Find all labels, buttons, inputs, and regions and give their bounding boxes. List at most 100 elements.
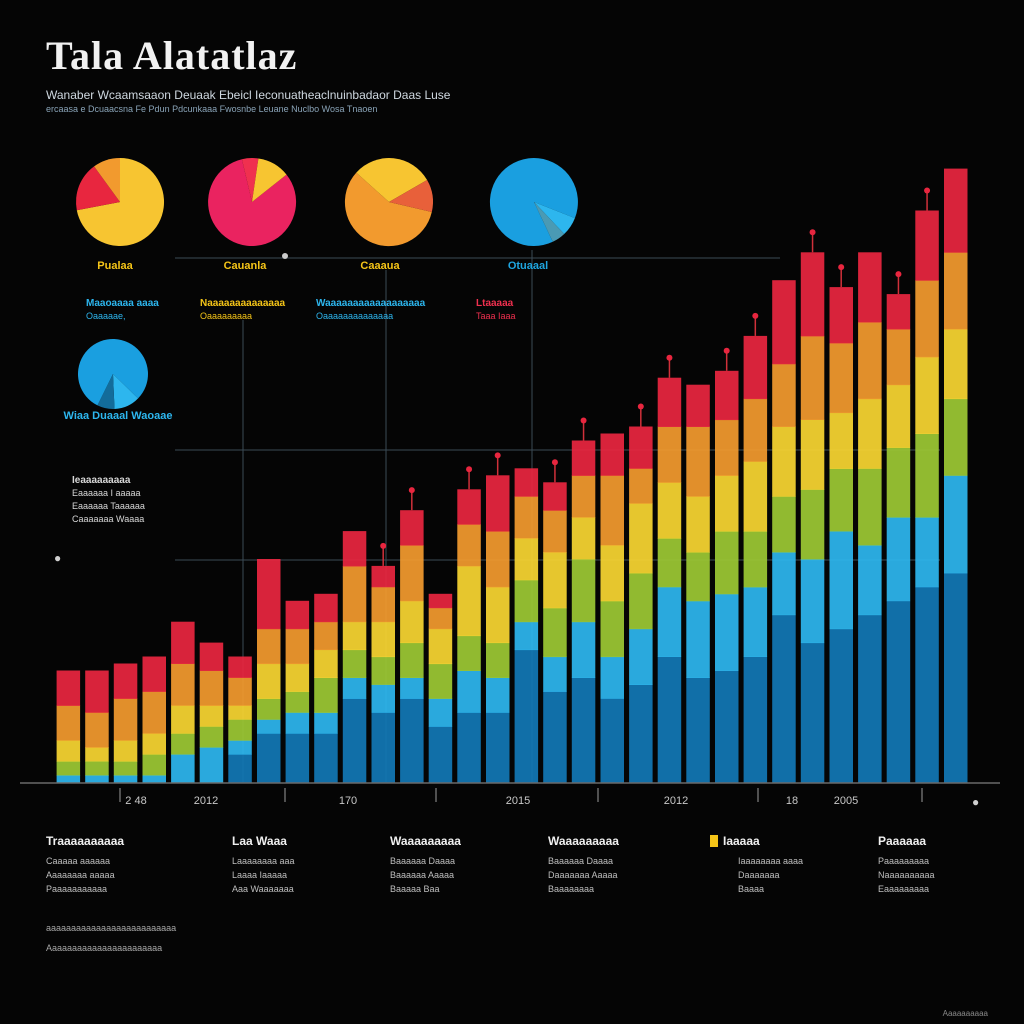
legend-group-4-line-2: Daaaaaaa Aaaaa xyxy=(548,870,618,880)
legend-group-1: Traaaaaaaaaa Caaaaa aaaaaa Aaaaaaaa aaaa… xyxy=(46,834,196,896)
bar-segment-red xyxy=(715,370,739,421)
bar-segment-orange xyxy=(543,510,567,553)
bar-segment-orange xyxy=(715,419,739,476)
pie-1-slice xyxy=(94,157,120,202)
bar-segment-yellow xyxy=(514,538,539,581)
bar-segment-red xyxy=(629,426,653,469)
bar-segment-blue xyxy=(657,656,682,783)
pie-2-slice xyxy=(241,158,259,202)
bar-segment-yellow xyxy=(486,586,510,644)
legend-group-2-line-2: Laaaa Iaaaaa xyxy=(232,870,288,880)
bar-segment-yellow xyxy=(600,545,624,602)
legend-group-1-line-2: Aaaaaaaa aaaaa xyxy=(46,870,115,880)
bar-marker-dot xyxy=(551,459,558,466)
legend-group-2-title: Laa Waaa xyxy=(232,834,287,848)
pie-label-5: Wiaa Duaaal Waoaae xyxy=(63,410,173,422)
pie-4-slice xyxy=(534,202,565,242)
bar-segment-cyan xyxy=(85,775,109,783)
bar-segment-green xyxy=(371,656,395,685)
bullet-marker: ● xyxy=(54,551,62,565)
annotation-4-line: Taaa Iaaa xyxy=(476,311,516,321)
bar-segment-yellow xyxy=(142,733,166,755)
legend-group-6-line-3: Eaaaaaaaaa xyxy=(878,884,930,894)
pie-2-slice xyxy=(252,158,287,202)
bar-segment-orange xyxy=(371,586,395,623)
bar-segment-cyan xyxy=(915,517,939,588)
bar-segment-blue xyxy=(314,733,338,783)
bar-segment-green xyxy=(486,642,510,678)
bar-segment-green xyxy=(686,552,710,602)
bar-marker-dot xyxy=(752,312,759,319)
legend-group-6-line-2: Naaaaaaaaaa xyxy=(878,870,935,880)
bar-segment-yellow xyxy=(285,663,310,692)
bar-segment-cyan xyxy=(629,628,653,685)
x-tick-label-3: 170 xyxy=(338,795,358,807)
bar-segment-orange xyxy=(772,363,796,427)
pie-1-slice xyxy=(76,158,165,246)
bar-segment-green xyxy=(257,698,281,720)
bar-segment-blue xyxy=(743,656,768,783)
bar-segment-cyan xyxy=(342,677,367,699)
bar-segment-orange xyxy=(142,691,166,734)
x-tick-label-5: 2012 xyxy=(663,795,689,807)
bar-segment-yellow xyxy=(342,621,367,651)
bar-segment-cyan xyxy=(829,531,853,630)
bar-segment-green xyxy=(772,496,796,553)
annotation-1-head: Maaoaaaa aaaa xyxy=(86,298,159,309)
bar-segment-cyan xyxy=(686,600,710,678)
bar-segment-orange xyxy=(257,628,281,665)
bar-segment-yellow xyxy=(686,496,710,553)
bar-segment-yellow xyxy=(428,628,453,665)
bar-segment-cyan xyxy=(228,740,252,755)
bar-segment-green xyxy=(428,663,453,699)
bar-segment-green xyxy=(285,691,310,713)
bar-marker-dot xyxy=(580,417,587,424)
bar-segment-blue xyxy=(915,586,939,783)
bar-segment-cyan xyxy=(944,475,968,574)
bar-segment-orange xyxy=(886,328,911,386)
bar-segment-cyan xyxy=(113,775,138,783)
bar-segment-cyan xyxy=(428,698,453,727)
bar-segment-green xyxy=(629,572,653,630)
bar-segment-red xyxy=(113,663,138,699)
bar-segment-cyan xyxy=(199,747,224,783)
bar-segment-red xyxy=(342,531,367,567)
bar-segment-green xyxy=(514,579,539,623)
annotation-2-line: Oaaaaaaaaa xyxy=(200,311,253,321)
bar-segment-orange xyxy=(113,698,138,741)
legend-group-5-line-3: Baaaa xyxy=(738,884,765,894)
legend-group-2-line-3: Aaa Waaaaaaa xyxy=(232,884,294,894)
bar-marker-dot xyxy=(637,403,644,410)
bar-segment-orange xyxy=(285,628,310,665)
bar-segment-red xyxy=(199,642,224,671)
footnote: aaaaaaaaaaaaaaaaaaaaaaaaaa Aaaaaaaaaaaaa… xyxy=(46,918,176,958)
bar-segment-yellow xyxy=(743,461,768,532)
bar-segment-orange xyxy=(514,496,539,539)
pie-label-4: Otuaaal xyxy=(507,260,549,272)
bar-segment-blue xyxy=(457,712,481,783)
bar-segment-cyan xyxy=(715,593,739,671)
bar-segment-yellow xyxy=(915,356,939,434)
bar-segment-red xyxy=(514,468,539,497)
side-note: Ieaaaaaaaaa Eaaaaaa I aaaaa Eaaaaaa Taaa… xyxy=(72,474,145,526)
bar-segment-red xyxy=(800,252,825,337)
x-tick-label-1: 2 48 xyxy=(125,795,147,807)
bar-segment-orange xyxy=(800,335,825,420)
bar-segment-yellow xyxy=(257,663,281,699)
chart-title: Tala Alatatlaz xyxy=(46,33,298,78)
bar-segment-green xyxy=(56,761,81,776)
bar-segment-yellow xyxy=(657,482,682,539)
side-note-line-2: Eaaaaaa Taaaaaa xyxy=(72,501,145,511)
side-note-head: Ieaaaaaaaaa xyxy=(72,475,131,486)
legend-group-5: Iaaaaa Iaaaaaaaa aaaa Daaaaaaa Baaaa xyxy=(710,834,860,896)
chart-subtitle: Wanaber Wcaamsaaon Deuaak Ebeicl Ieconua… xyxy=(46,88,666,116)
bar-segment-red xyxy=(171,621,195,664)
legend-group-3: Waaaaaaaaa Baaaaaa Daaaa Baaaaaa Aaaaa B… xyxy=(390,834,540,896)
bar-segment-red xyxy=(428,593,453,609)
legend-group-1-line-1: Caaaaa aaaaaa xyxy=(46,856,111,866)
bar-segment-red xyxy=(600,433,624,476)
bar-segment-red xyxy=(886,294,911,330)
bar-segment-cyan xyxy=(657,586,682,657)
bar-segment-yellow xyxy=(571,517,596,560)
bar-segment-yellow xyxy=(629,503,653,574)
